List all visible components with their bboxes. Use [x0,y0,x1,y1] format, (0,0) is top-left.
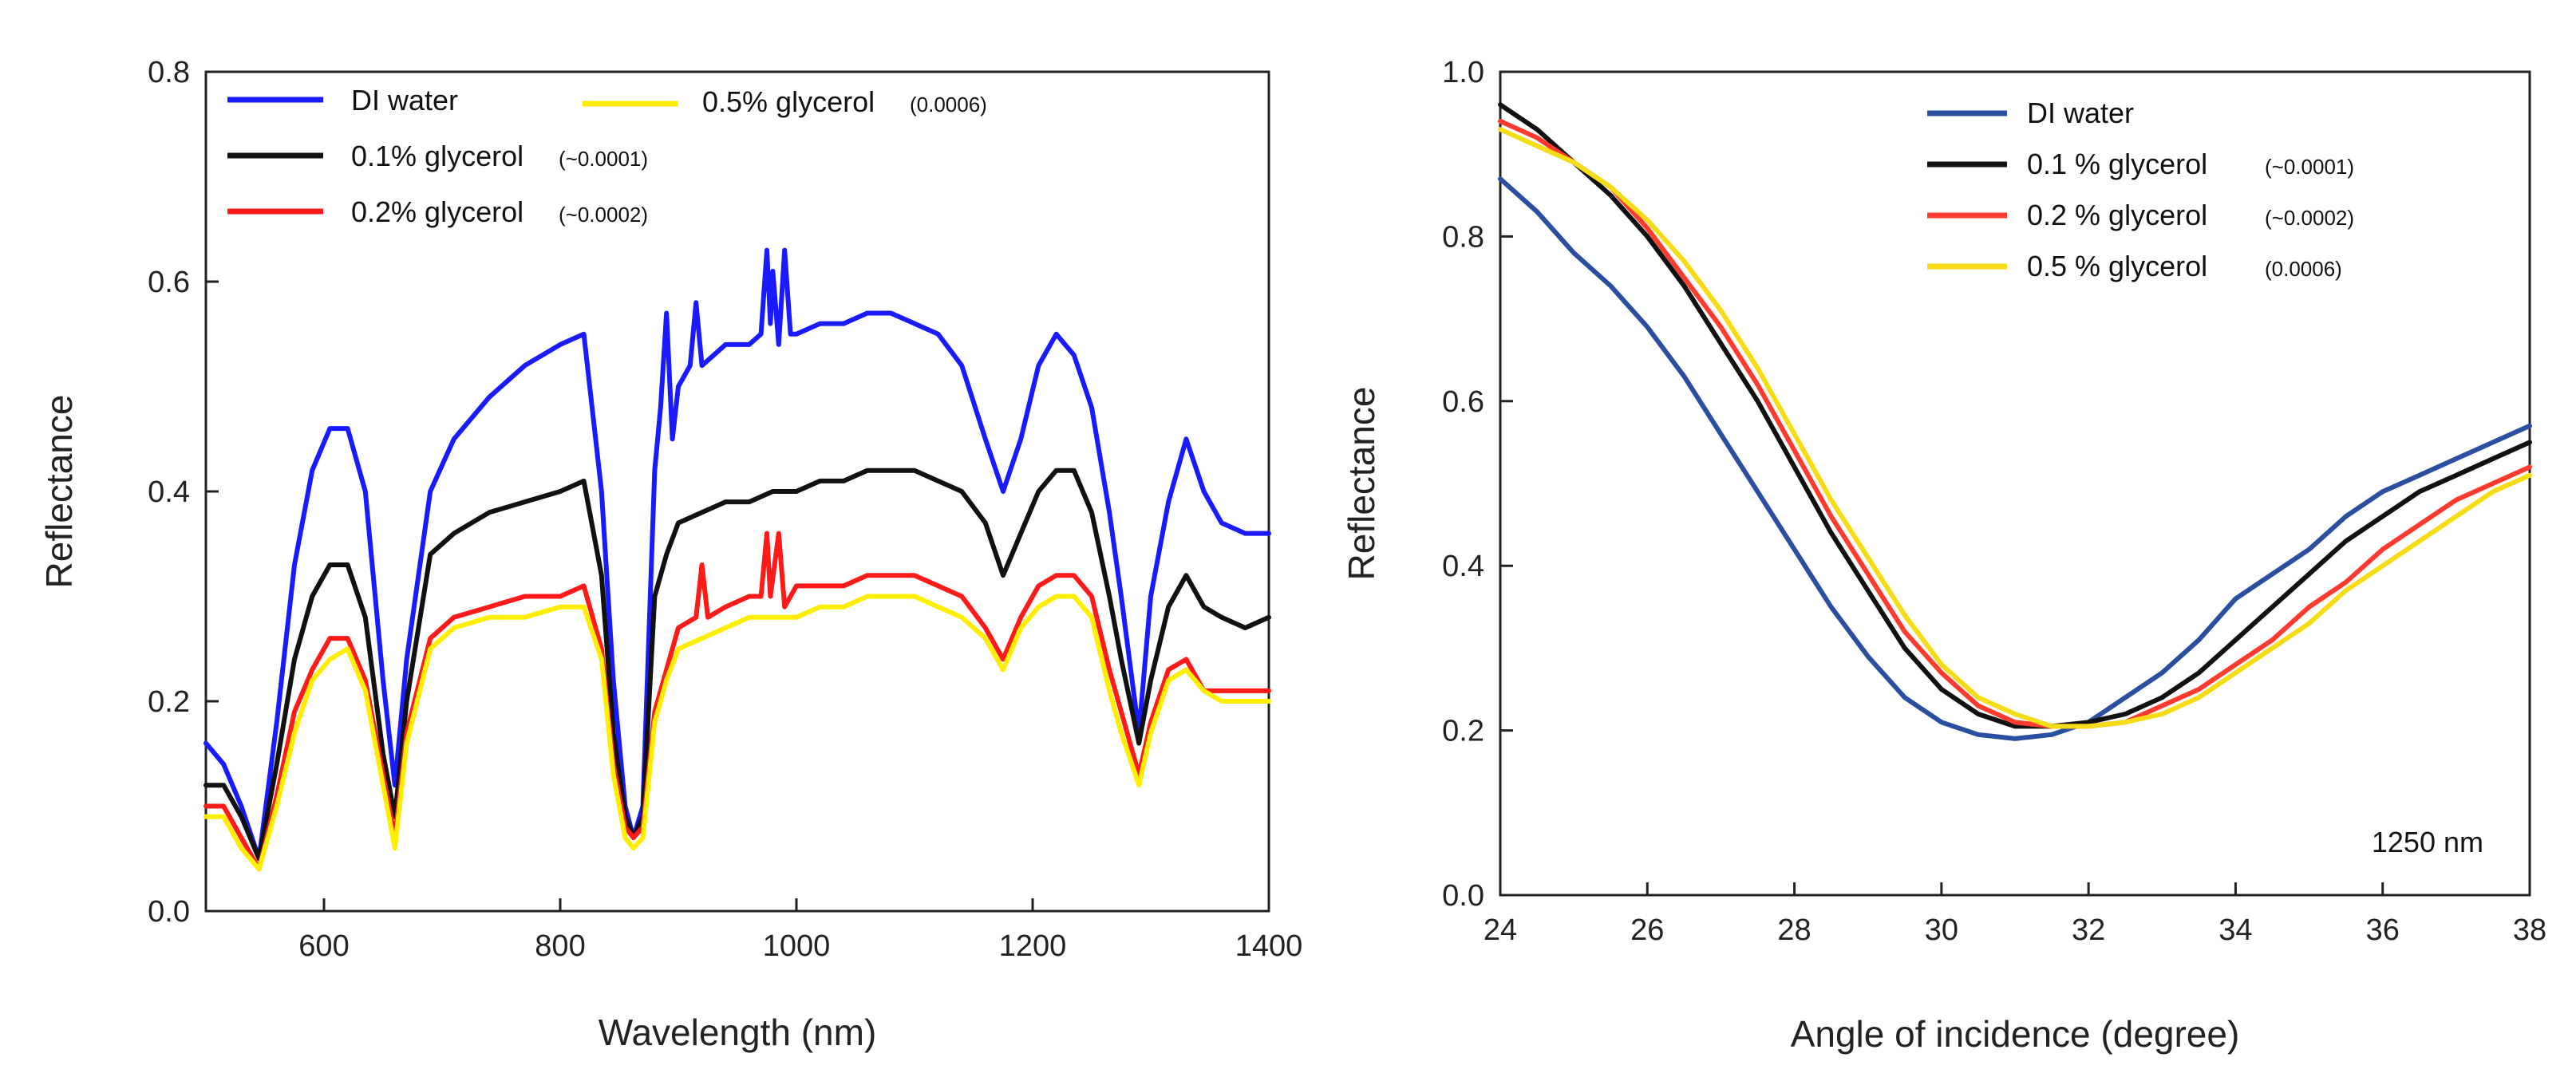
right-legend-label-2: 0.2 % glycerol [2027,199,2207,231]
left-legend-sub-1: (~0.0001) [559,147,648,171]
right-wavelength-annotation: 1250 nm [2372,826,2483,858]
left-chart: 600 800 1000 1200 1400 0.0 0.2 0.4 0.6 0.8 Wavel… [38,56,1302,1053]
right-chart: 24 26 28 30 32 34 36 38 0.0 0.2 0.4 0.6 0.8 1.0 Angl… [1341,56,2546,1055]
left-x-tick-label: 600 [298,929,349,963]
right-legend-label-1: 0.1 % glycerol [2027,148,2207,180]
left-legend-label-2: 0.2% glycerol [351,195,523,228]
right-x-tick-label: 38 [2513,913,2546,947]
right-x-tick-label: 24 [1484,913,1517,947]
left-series-0-line [203,247,1271,862]
right-x-axis-title: Angle of incidence (degree) [1791,1013,2240,1055]
left-x-tick-label: 1000 [763,929,831,963]
right-y-axis: 0.0 0.2 0.4 0.6 0.8 1.0 [1442,56,1513,913]
right-y-tick-label: 0.2 [1442,715,1484,748]
right-x-tick-label: 32 [2072,913,2105,947]
left-y-tick-label: 0.6 [148,266,190,299]
right-series-group [1498,102,2532,741]
left-x-axis-title: Wavelength (nm) [599,1012,877,1053]
left-y-tick-label: 0.2 [148,685,190,719]
right-y-tick-label: 1.0 [1442,56,1484,89]
right-series-3-line [1498,127,2532,729]
right-x-tick-label: 34 [2218,913,2252,947]
left-y-axis-title: Reflectance [38,395,80,589]
right-legend-sub-3: (0.0006) [2265,257,2342,281]
right-series-2-line [1498,118,2532,729]
right-y-axis-title: Reflectance [1341,387,1382,581]
left-y-tick-label: 0.4 [148,475,190,509]
right-legend-label-0: DI water [2027,97,2134,129]
left-legend-label-0: DI water [351,84,458,116]
left-x-axis: 600 800 1000 1200 1400 [298,898,1302,963]
right-series-0-line [1498,176,2532,741]
left-series-1-line [203,468,1271,862]
right-x-tick-label: 36 [2366,913,2400,947]
right-series-1-line [1498,102,2532,729]
left-y-axis: 0.0 0.2 0.4 0.6 0.8 [148,56,219,929]
right-legend-label-3: 0.5 % glycerol [2027,250,2207,282]
right-y-tick-label: 0.4 [1442,550,1484,583]
right-y-tick-label: 0.0 [1442,879,1484,913]
left-legend-sub-3: (0.0006) [910,93,987,116]
left-x-tick-label: 800 [535,929,585,963]
right-x-tick-label: 28 [1777,913,1811,947]
right-y-tick-label: 0.6 [1442,385,1484,419]
left-legend-label-3: 0.5% glycerol [702,85,875,118]
right-y-tick-label: 0.8 [1442,220,1484,254]
left-y-tick-label: 0.0 [148,895,190,929]
left-y-tick-label: 0.8 [148,56,190,89]
right-x-axis: 24 26 28 30 32 34 36 38 [1484,882,2546,947]
right-x-tick-label: 30 [1925,913,1958,947]
left-legend: DI water 0.5% glycerol (0.0006) 0.1% gly… [227,84,987,228]
right-legend: DI water 0.1 % glycerol (~0.0001) 0.2 % … [1927,97,2354,282]
left-legend-sub-2: (~0.0002) [559,203,648,227]
right-legend-sub-2: (~0.0002) [2265,206,2354,230]
left-x-tick-label: 1400 [1235,929,1303,963]
right-legend-sub-1: (~0.0001) [2265,155,2354,179]
left-legend-label-1: 0.1% glycerol [351,140,523,172]
left-series-3-line [203,594,1271,872]
left-x-tick-label: 1200 [999,929,1067,963]
left-series-group [203,247,1271,872]
right-plot-frame [1499,70,2531,897]
right-x-tick-label: 26 [1630,913,1664,947]
